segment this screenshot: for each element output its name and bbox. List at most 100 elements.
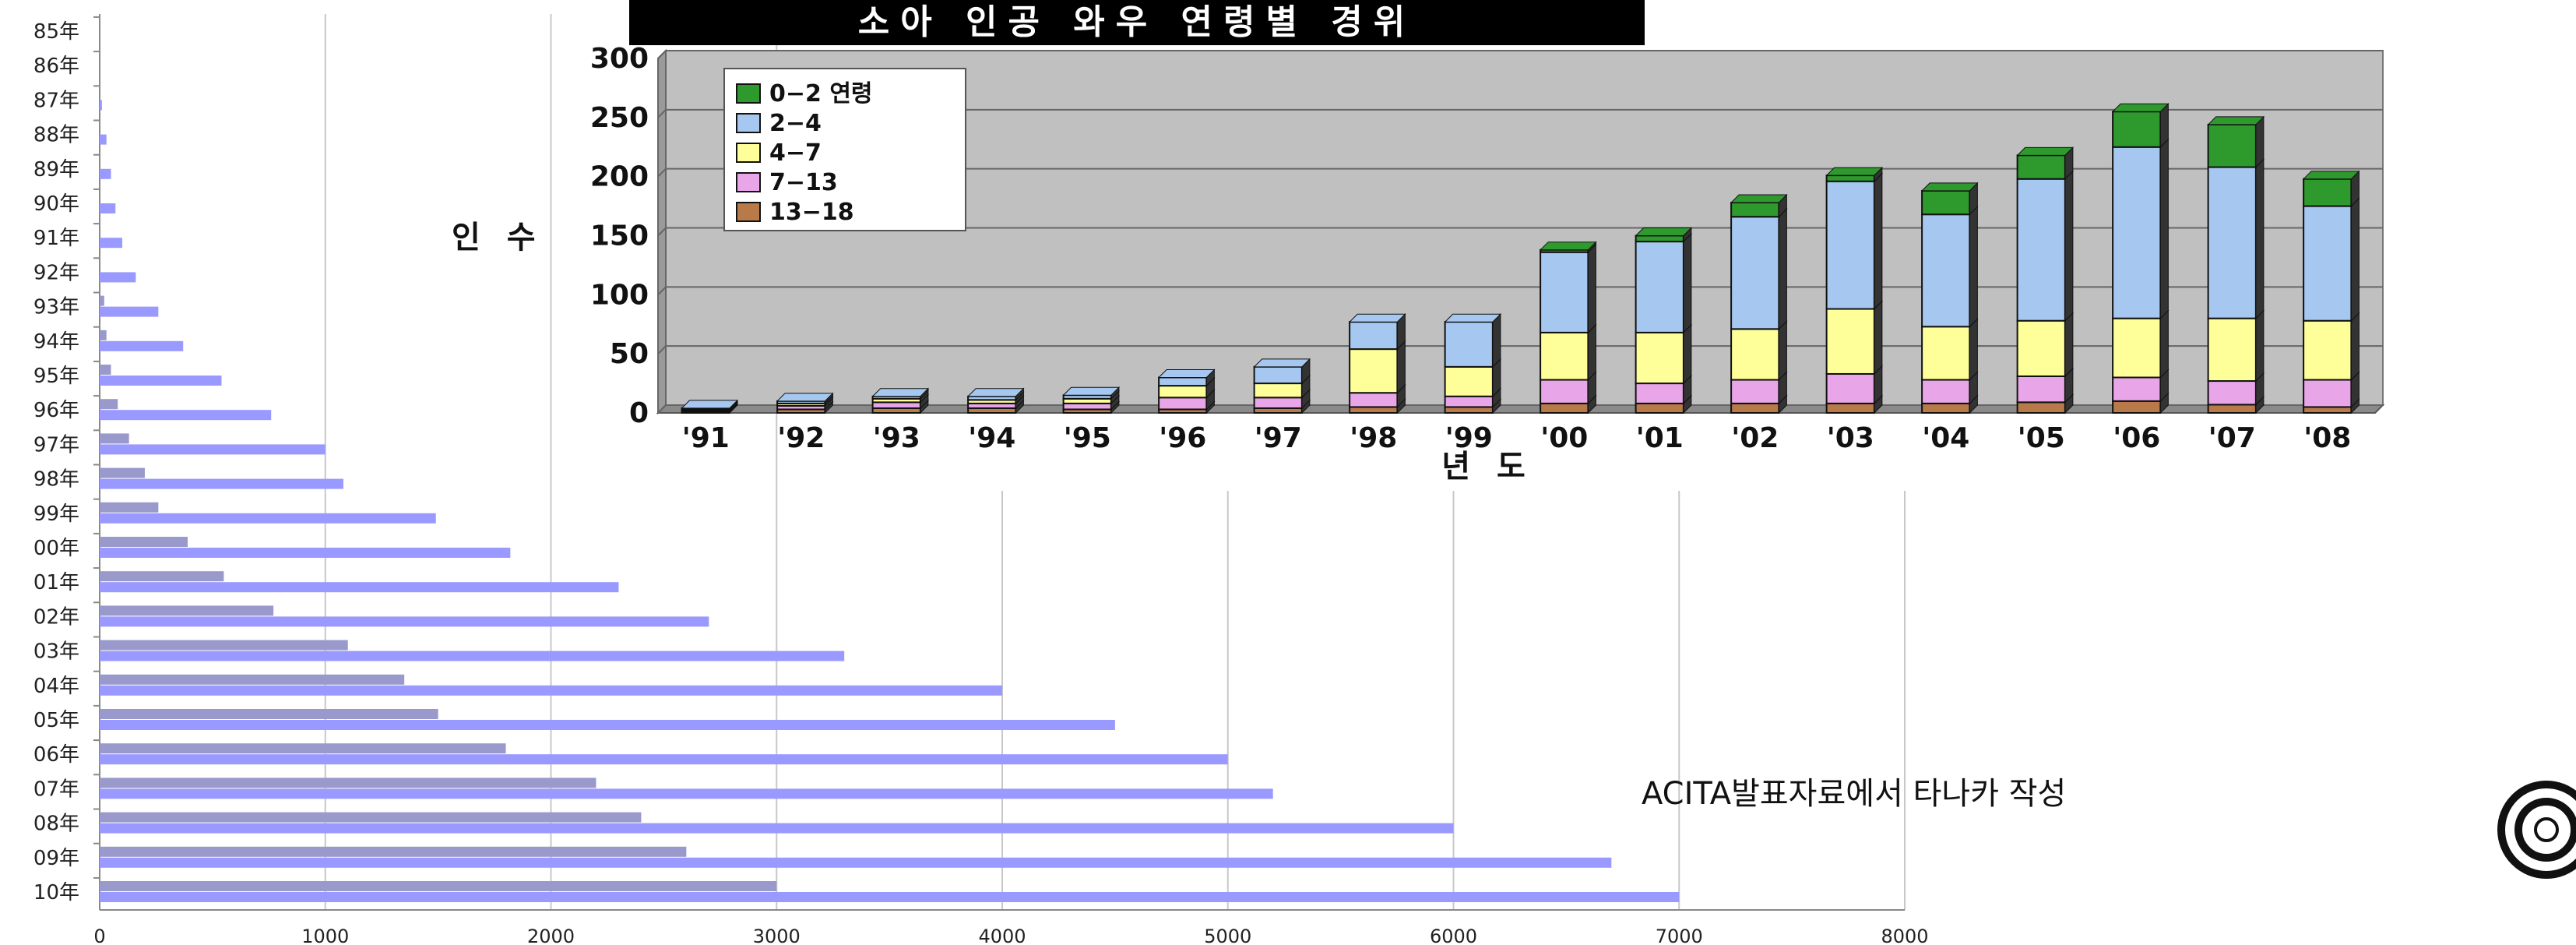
bar-series2 bbox=[100, 823, 1454, 834]
x-tick-label: '93 bbox=[873, 422, 920, 454]
bar-segment-side bbox=[1874, 300, 1883, 376]
legend-swatch bbox=[736, 172, 761, 192]
bar-series2 bbox=[100, 788, 1273, 799]
bar-segment-top bbox=[2207, 116, 2265, 125]
bar-segment bbox=[1730, 402, 1780, 414]
y-tick-label: 250 bbox=[590, 102, 649, 134]
y-tick-label: 91年 bbox=[33, 227, 79, 250]
y-tick-label: 86年 bbox=[33, 55, 79, 78]
bar-series2 bbox=[100, 203, 116, 213]
bar-segment bbox=[1730, 202, 1780, 218]
bar-series1 bbox=[100, 399, 118, 410]
bar-series2 bbox=[100, 478, 343, 489]
bar-segment-top bbox=[1253, 358, 1311, 368]
bar-segment-side bbox=[1587, 323, 1596, 381]
bar-segment bbox=[1921, 213, 1971, 328]
bar-series2 bbox=[100, 444, 326, 455]
bar-series2 bbox=[100, 754, 1228, 765]
y-tick-label: 95年 bbox=[33, 365, 79, 388]
bar-segment bbox=[1062, 402, 1112, 411]
stacked-bar-panel: 0 50 100 150 200 250 300 '91 '92 '93 '94 '95 '96 '97 '… bbox=[389, 0, 2398, 499]
y-tick-label: 92年 bbox=[33, 261, 79, 284]
y-tick-label: 01年 bbox=[33, 571, 79, 594]
y-gridline-depth bbox=[657, 50, 667, 59]
bar-segment bbox=[2016, 319, 2066, 377]
y-tick-label: 0 bbox=[629, 397, 649, 429]
bar-segment bbox=[1825, 372, 1875, 404]
bar-segment bbox=[1825, 308, 1875, 375]
bar-segment-side bbox=[1778, 320, 1787, 381]
x-tick-label: 8000 bbox=[1881, 926, 1928, 945]
x-tick-label: '98 bbox=[1350, 422, 1397, 454]
bar-segment bbox=[1253, 365, 1303, 385]
bar-series2 bbox=[100, 238, 122, 249]
y-gridline-depth bbox=[657, 109, 667, 118]
bar-segment bbox=[2112, 146, 2162, 319]
bar-segment-top bbox=[871, 388, 930, 397]
bar-segment bbox=[2016, 375, 2066, 404]
bar-segment bbox=[1349, 392, 1399, 408]
bar-segment-side bbox=[1396, 340, 1406, 394]
bar-segment bbox=[2303, 319, 2353, 381]
bar-segment bbox=[2112, 111, 2162, 148]
y-tick-label: 03年 bbox=[33, 640, 79, 664]
y-gridline-depth bbox=[657, 167, 667, 178]
bar-segment bbox=[2207, 380, 2257, 406]
legend-swatch bbox=[736, 143, 761, 163]
x-tick-label: '91 bbox=[682, 422, 730, 454]
bar-segment bbox=[1921, 379, 1971, 404]
x-tick-label: '94 bbox=[968, 422, 1015, 454]
bar-segment-side bbox=[1778, 208, 1787, 330]
legend-label: 2−4 bbox=[769, 110, 822, 137]
bar-series1 bbox=[100, 502, 159, 513]
bar-segment-top bbox=[1635, 227, 1693, 236]
bar-segment-side bbox=[2350, 312, 2360, 381]
stacked-bar-chart: 0 50 100 150 200 250 300 '91 '92 '93 '94 '95 '96 '97 '… bbox=[452, 43, 2385, 485]
horizontal-bar-chart: 0 1000 2000 3000 4000 5000 6000 7000 800085年86年8… bbox=[33, 14, 1929, 945]
bar-segment bbox=[2303, 406, 2353, 414]
bar-series2 bbox=[100, 134, 107, 145]
y-tick-label: 02年 bbox=[33, 605, 79, 629]
bar-segment bbox=[1253, 397, 1303, 409]
bar-series2 bbox=[100, 100, 102, 111]
bar-segment bbox=[2303, 379, 2353, 408]
y-tick-label: 06年 bbox=[33, 743, 79, 767]
bar-segment-side bbox=[2159, 138, 2169, 319]
bar-segment bbox=[1730, 216, 1780, 330]
y-tick-label: 87年 bbox=[33, 89, 79, 112]
bar-segment-side bbox=[2159, 309, 2169, 379]
bar-segment-top bbox=[776, 393, 834, 402]
bar-segment bbox=[2207, 404, 2257, 414]
y-tick-label: 89年 bbox=[33, 158, 79, 182]
y-gridline-depth bbox=[657, 345, 667, 354]
bar-segment-top bbox=[1157, 369, 1216, 378]
y-tick-label: 97年 bbox=[33, 433, 79, 457]
bar-series1 bbox=[100, 295, 104, 306]
bar-segment-side bbox=[2255, 115, 2265, 168]
bar-series2 bbox=[100, 892, 1680, 902]
y-tick-label: 93年 bbox=[33, 296, 79, 319]
bar-segment bbox=[1540, 331, 1589, 381]
y-tick-label: 10年 bbox=[33, 881, 79, 904]
bar-segment bbox=[1349, 406, 1399, 414]
bar-segment bbox=[1635, 331, 1684, 385]
bar-series1 bbox=[100, 537, 188, 547]
bar-segment bbox=[1349, 321, 1399, 351]
bar-segment-top bbox=[1062, 386, 1121, 396]
y-tick-label: 50 bbox=[610, 338, 649, 370]
x-axis-title: 년 도 bbox=[1441, 449, 1533, 485]
x-tick-label: '96 bbox=[1159, 422, 1206, 454]
legend-label: 4−7 bbox=[769, 139, 822, 167]
bar-segment-side bbox=[2064, 312, 2074, 378]
bar-series2 bbox=[100, 340, 184, 351]
bar-series2 bbox=[100, 857, 1612, 868]
legend-swatch bbox=[736, 113, 761, 133]
x-tick-label: '06 bbox=[2113, 422, 2160, 454]
bar-segment-side bbox=[1492, 313, 1501, 368]
y-tick-label: 00年 bbox=[33, 537, 79, 560]
bar-segment-top bbox=[1825, 167, 1884, 176]
chart-title: 소아 인공 와우 연령별 경위 bbox=[629, 0, 1645, 45]
bar-segment bbox=[2303, 178, 2353, 207]
bar-segment-side bbox=[1683, 232, 1692, 334]
y-tick-label: 99年 bbox=[33, 502, 79, 526]
